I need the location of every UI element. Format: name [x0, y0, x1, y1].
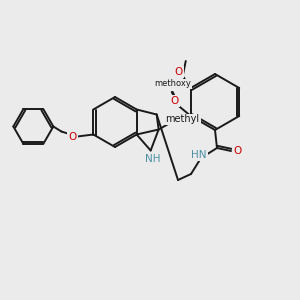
Text: O: O	[68, 131, 76, 142]
Text: O: O	[175, 67, 183, 77]
Text: NH: NH	[145, 154, 161, 164]
Text: O: O	[171, 96, 179, 106]
Text: methoxy: methoxy	[175, 71, 236, 85]
Text: methoxy: methoxy	[154, 80, 191, 88]
Text: HN: HN	[191, 150, 207, 160]
Text: O: O	[233, 146, 241, 156]
Text: methyl: methyl	[166, 115, 200, 124]
